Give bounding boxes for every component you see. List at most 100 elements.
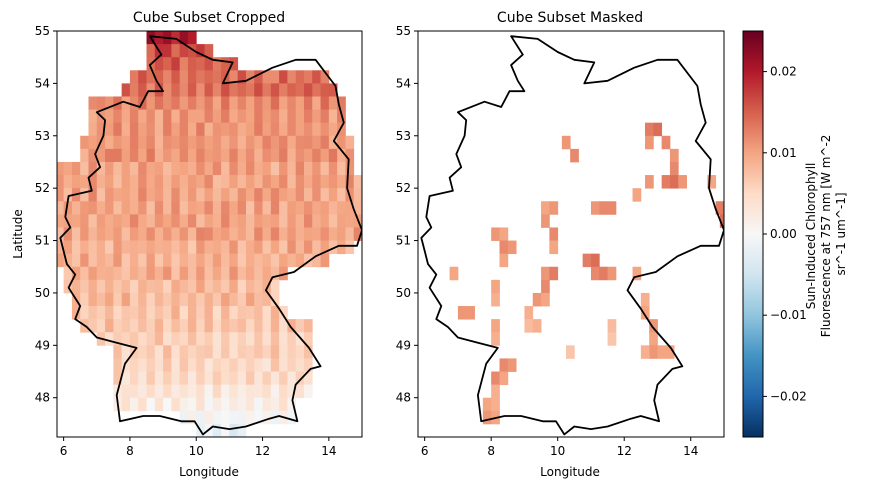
heatmap-cell xyxy=(590,201,600,215)
heatmap-cell xyxy=(80,214,89,228)
heatmap-cell xyxy=(328,227,338,241)
heatmap-cell xyxy=(237,423,247,437)
colorbar-ticks: 0.02 0.01 0.00 −0.01 −0.02 xyxy=(763,65,807,403)
heatmap-cell xyxy=(121,253,131,268)
heatmap-cell xyxy=(146,345,156,359)
heatmap-cell xyxy=(196,253,205,268)
heatmap-cell xyxy=(254,292,263,307)
heatmap-cell xyxy=(237,161,247,176)
heatmap-cell xyxy=(113,148,123,163)
heatmap-cell xyxy=(312,83,321,97)
heatmap-cell xyxy=(154,148,164,163)
heatmap-cell xyxy=(196,397,205,412)
y-tick-label: 50 xyxy=(396,286,411,300)
heatmap-cell xyxy=(221,109,230,124)
heatmap-cell xyxy=(640,345,650,359)
heatmap-cell xyxy=(196,188,205,202)
heatmap-cell xyxy=(171,292,181,307)
heatmap-cell xyxy=(287,253,297,268)
heatmap-cell xyxy=(279,214,288,228)
heatmap-cell xyxy=(129,161,139,176)
heatmap-cell xyxy=(204,332,214,346)
heatmap-cell xyxy=(212,201,222,215)
heatmap-cell xyxy=(491,371,500,386)
heatmap-cell xyxy=(96,148,106,163)
heatmap-cell xyxy=(163,201,172,215)
heatmap-cell xyxy=(212,397,222,412)
heatmap-cell xyxy=(179,358,189,372)
heatmap-cell xyxy=(221,332,230,346)
heatmap-cell xyxy=(129,109,139,124)
heatmap-cell xyxy=(88,279,98,294)
heatmap-cell xyxy=(138,70,147,84)
heatmap-cell xyxy=(270,332,280,346)
heatmap-cell xyxy=(71,227,81,241)
heatmap-cell xyxy=(212,188,222,202)
y-tick-label: 54 xyxy=(35,76,50,90)
heatmap-cell xyxy=(146,279,156,294)
heatmap-cell xyxy=(71,240,81,255)
heatmap-cell xyxy=(328,148,338,163)
heatmap-cell xyxy=(287,319,297,333)
heatmap-cell xyxy=(163,371,172,386)
heatmap-cell xyxy=(154,384,164,399)
heatmap-cell xyxy=(270,96,280,110)
heatmap-cell xyxy=(295,227,305,241)
heatmap-cell xyxy=(669,148,679,163)
heatmap-cell xyxy=(599,266,608,281)
heatmap-cell xyxy=(345,240,355,255)
heatmap-cell xyxy=(287,96,297,110)
heatmap-cell xyxy=(129,201,139,215)
heatmap-cell xyxy=(171,279,181,294)
heatmap-cell xyxy=(262,214,272,228)
heatmap-cell xyxy=(541,292,550,307)
heatmap-cell xyxy=(491,292,500,307)
heatmap-cell xyxy=(237,122,247,137)
heatmap-cell xyxy=(138,397,147,412)
heatmap-cell xyxy=(295,135,305,150)
heatmap-cell xyxy=(187,161,197,176)
heatmap-cell xyxy=(337,201,346,215)
heatmap-cell xyxy=(279,175,288,189)
cropped-panel-title: Cube Subset Cropped xyxy=(133,10,285,26)
heatmap-cell xyxy=(337,240,346,255)
heatmap-cell xyxy=(328,135,338,150)
heatmap-cell xyxy=(179,57,189,71)
heatmap-cell xyxy=(254,148,263,163)
heatmap-cell xyxy=(187,96,197,110)
heatmap-cell xyxy=(237,358,247,372)
heatmap-cell xyxy=(570,148,579,163)
heatmap-cell xyxy=(179,306,189,320)
heatmap-cell xyxy=(245,279,255,294)
heatmap-cell xyxy=(96,279,106,294)
heatmap-cell xyxy=(229,96,239,110)
heatmap-cell xyxy=(212,371,222,386)
heatmap-cell xyxy=(328,188,338,202)
heatmap-cell xyxy=(179,135,189,150)
heatmap-cell xyxy=(154,70,164,84)
heatmap-cell xyxy=(270,306,280,320)
heatmap-cell xyxy=(262,345,272,359)
x-tick-label: 8 xyxy=(487,444,495,458)
heatmap-cell xyxy=(254,253,263,268)
heatmap-cell xyxy=(80,148,89,163)
heatmap-cell xyxy=(146,240,156,255)
heatmap-cell xyxy=(719,214,724,228)
heatmap-cell xyxy=(171,175,181,189)
heatmap-cell xyxy=(287,384,297,399)
heatmap-cell xyxy=(254,397,263,412)
heatmap-cell xyxy=(187,31,197,45)
heatmap-cell xyxy=(212,410,222,425)
heatmap-cell xyxy=(229,332,239,346)
heatmap-cell xyxy=(229,358,239,372)
heatmap-cell xyxy=(649,332,658,346)
heatmap-cell xyxy=(88,135,98,150)
heatmap-cell xyxy=(491,319,500,333)
heatmap-cell xyxy=(221,358,230,372)
heatmap-cell xyxy=(154,109,164,124)
heatmap-cell xyxy=(270,371,280,386)
heatmap-cell xyxy=(80,266,89,281)
heatmap-cell xyxy=(262,148,272,163)
heatmap-cell xyxy=(196,345,205,359)
heatmap-cell xyxy=(262,96,272,110)
